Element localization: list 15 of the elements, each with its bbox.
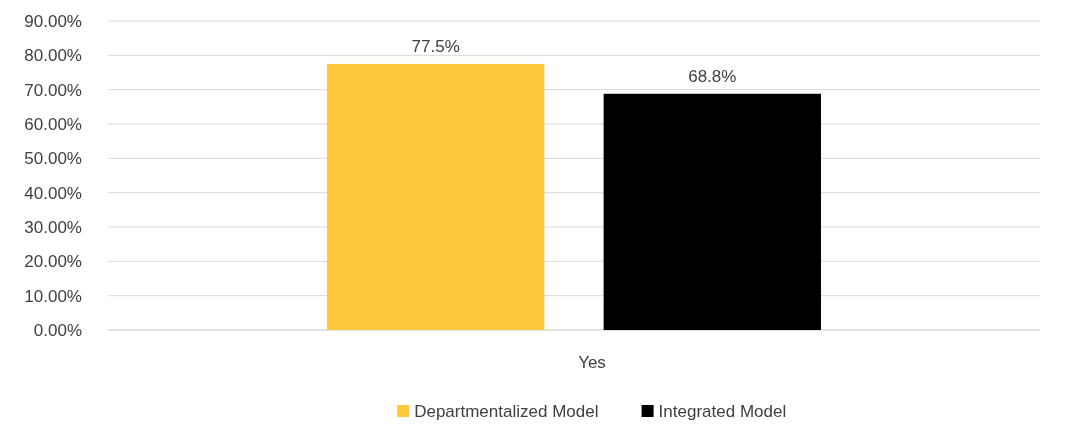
y-tick-label: 40.00% (24, 183, 82, 203)
legend-label: Integrated Model (658, 401, 787, 421)
legend-label: Departmentalized Model (414, 401, 599, 421)
y-tick-label: 60.00% (24, 114, 82, 134)
data-label: 77.5% (411, 36, 460, 56)
data-label: 68.8% (688, 66, 737, 86)
y-tick-label: 50.00% (24, 149, 82, 169)
x-tick-label: Yes (578, 353, 606, 372)
y-tick-label: 90.00% (24, 11, 82, 31)
y-tick-label: 0.00% (33, 320, 82, 340)
y-tick-label: 70.00% (24, 80, 82, 100)
y-tick-label: 10.00% (24, 286, 82, 306)
y-tick-label: 80.00% (24, 46, 82, 66)
y-tick-label: 30.00% (24, 217, 82, 237)
y-tick-label: 20.00% (24, 252, 82, 272)
